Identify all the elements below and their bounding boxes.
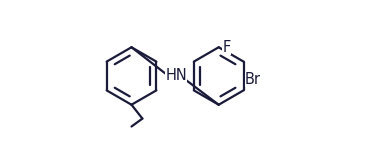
Text: Br: Br: [245, 72, 260, 87]
Text: F: F: [222, 40, 231, 55]
Text: HN: HN: [165, 69, 187, 84]
